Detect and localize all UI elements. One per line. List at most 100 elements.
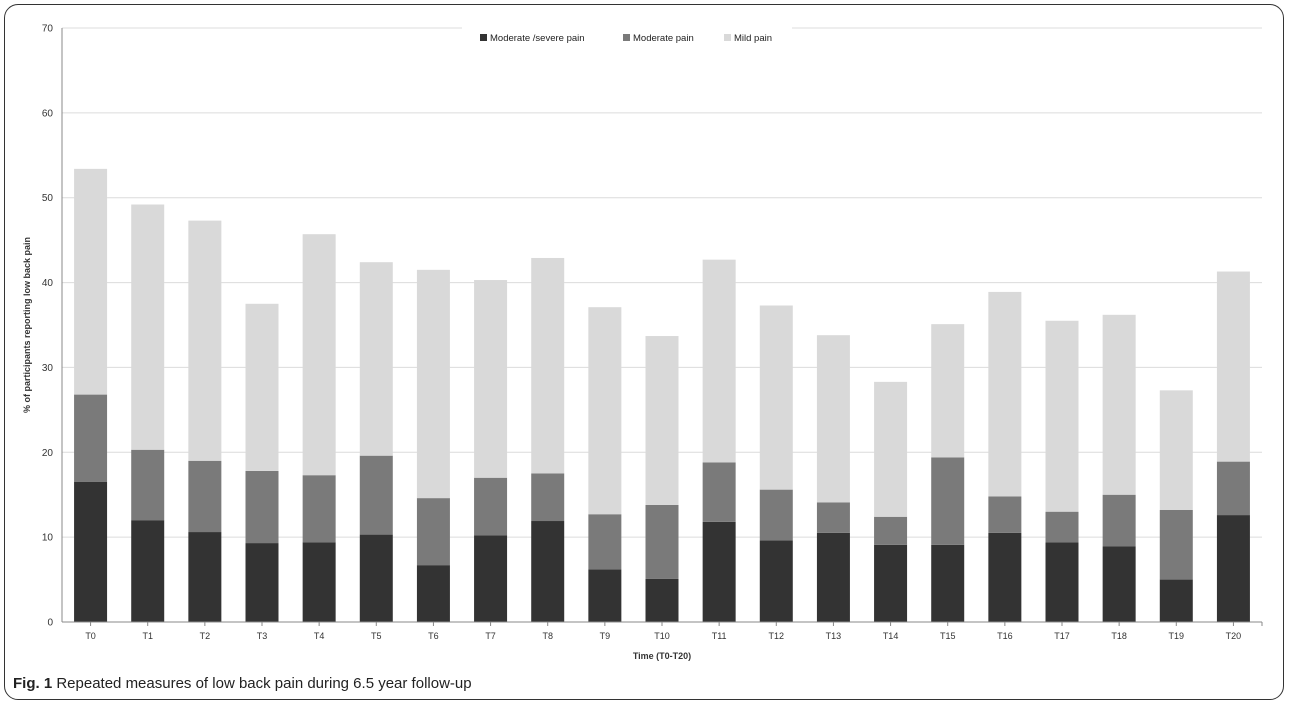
bar-segment	[931, 457, 965, 545]
bar-segment	[302, 542, 336, 622]
y-tick-label: 0	[47, 618, 53, 629]
bar-segment	[874, 544, 908, 622]
bar-segment	[188, 460, 222, 533]
legend-label: Moderate /severe pain	[490, 33, 585, 44]
bar-segment	[416, 269, 450, 499]
y-tick-label: 40	[42, 278, 54, 289]
bar-segment	[988, 532, 1022, 622]
figure-caption-text: Repeated measures of low back pain durin…	[56, 675, 472, 692]
bar-segment	[759, 540, 793, 622]
bar-segment	[474, 280, 508, 478]
x-tick-label: T12	[769, 631, 785, 641]
x-tick-label: T3	[257, 631, 268, 641]
legend-label: Moderate pain	[633, 33, 694, 44]
x-tick-label: T9	[600, 631, 611, 641]
bar-segment	[1045, 511, 1079, 543]
x-axis-label: Time (T0-T20)	[633, 651, 691, 661]
bar-segment	[588, 514, 622, 570]
y-tick-label: 10	[42, 533, 54, 544]
bar-segment	[1102, 494, 1136, 547]
y-tick-label: 60	[42, 108, 54, 119]
legend-swatch	[623, 34, 630, 41]
bar-segment	[702, 521, 736, 622]
bar-segment	[1159, 390, 1193, 510]
bar-segment	[302, 475, 336, 543]
x-tick-label: T4	[314, 631, 325, 641]
x-tick-label: T16	[997, 631, 1013, 641]
x-tick-label: T6	[428, 631, 439, 641]
x-tick-label: T17	[1054, 631, 1070, 641]
x-tick-label: T2	[200, 631, 211, 641]
bar-segment	[245, 543, 279, 622]
bar-segment	[1102, 546, 1136, 622]
bar-segment	[816, 335, 850, 503]
bar-segment	[416, 498, 450, 566]
bar-segment	[531, 257, 565, 474]
bar-segment	[474, 477, 508, 536]
figure-caption: Fig. 1 Repeated measures of low back pai…	[13, 675, 472, 692]
bar-segment	[1159, 509, 1193, 580]
bar-segment	[531, 473, 565, 522]
bar-segment	[416, 565, 450, 622]
bar-segment	[1216, 271, 1250, 462]
bar-segment	[188, 532, 222, 622]
bar-segment	[1216, 515, 1250, 622]
bar-segment	[74, 168, 108, 395]
x-tick-label: T11	[712, 631, 727, 641]
bar-segment	[131, 520, 165, 622]
bar-segment	[1159, 579, 1193, 622]
bar-segment	[245, 303, 279, 471]
x-tick-label: T10	[654, 631, 670, 641]
bar-segment	[988, 496, 1022, 533]
bar-segment	[874, 516, 908, 545]
bar-segment	[588, 307, 622, 515]
bar-segment	[245, 470, 279, 544]
bar-segment	[645, 578, 679, 622]
bar-segment	[931, 324, 965, 458]
legend-label: Mild pain	[734, 33, 772, 44]
axes: 0 10 20 30 40 50 60 70 T0 T1 T2 T3 T4 T5 T6 T7 T8 T9 T10 T1…	[42, 24, 1263, 641]
bar-segment	[645, 336, 679, 505]
legend-swatch	[724, 34, 731, 41]
bars	[74, 168, 1250, 622]
x-tick-label: T18	[1111, 631, 1127, 641]
bar-segment	[988, 291, 1022, 497]
bar-segment	[1045, 320, 1079, 512]
x-tick-label: T19	[1169, 631, 1185, 641]
y-tick-label: 30	[42, 363, 54, 374]
bar-segment	[359, 262, 393, 456]
bar-segment	[131, 204, 165, 450]
x-tick-label: T14	[883, 631, 899, 641]
y-axis-label: % of participants reporting low back pai…	[22, 237, 32, 413]
bar-segment	[302, 234, 336, 476]
bar-segment	[874, 381, 908, 517]
bar-segment	[359, 534, 393, 622]
bar-segment	[645, 504, 679, 579]
bar-segment	[1045, 542, 1079, 622]
x-tick-label: T20	[1226, 631, 1242, 641]
bar-segment	[359, 455, 393, 535]
x-tick-label: T15	[940, 631, 956, 641]
bar-segment	[531, 521, 565, 622]
bar-segment	[1216, 461, 1250, 516]
x-tick-label: T8	[542, 631, 553, 641]
bar-segment	[474, 535, 508, 622]
bar-segment	[816, 532, 850, 622]
bar-segment	[702, 462, 736, 522]
bar-segment	[816, 502, 850, 533]
bar-segment	[759, 489, 793, 541]
x-tick-label: T13	[826, 631, 842, 641]
x-tick-label: T5	[371, 631, 382, 641]
bar-segment	[759, 305, 793, 490]
legend-background	[462, 18, 792, 40]
bar-segment	[131, 449, 165, 521]
x-tick-label: T1	[142, 631, 153, 641]
y-tick-label: 20	[42, 448, 54, 459]
bar-segment	[74, 481, 108, 622]
y-tick-label: 70	[42, 24, 54, 35]
bar-segment	[588, 569, 622, 622]
legend-swatch	[480, 34, 487, 41]
bar-segment	[74, 394, 108, 482]
figure-number: Fig. 1	[13, 675, 53, 692]
x-tick-label: T0	[85, 631, 96, 641]
